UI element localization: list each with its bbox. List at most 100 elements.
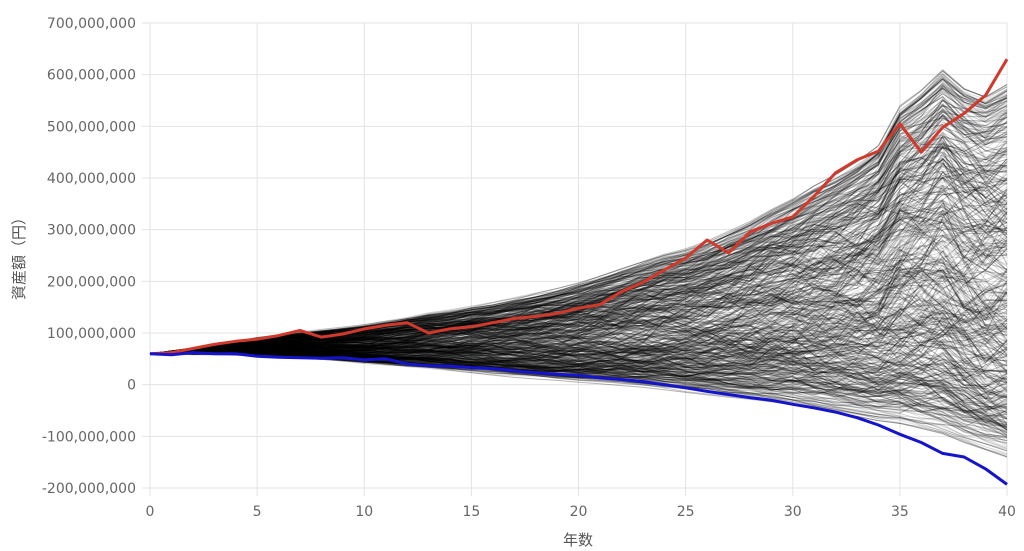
simulation-line xyxy=(149,320,1008,364)
simulation-line xyxy=(149,347,1008,419)
simulation-line xyxy=(149,350,1008,426)
x-tick-label: 25 xyxy=(677,504,695,520)
simulation-line xyxy=(149,346,1008,444)
simulation-line xyxy=(149,325,1008,397)
simulation-line xyxy=(149,349,1008,400)
simulation-line xyxy=(149,171,1008,355)
simulation-line xyxy=(149,117,1008,355)
simulation-line xyxy=(149,351,1008,457)
simulation-line xyxy=(149,297,1008,355)
simulation-line xyxy=(149,187,1008,355)
simulation-line xyxy=(149,345,1008,417)
simulation-line xyxy=(149,306,1008,373)
simulation-line xyxy=(149,105,1008,355)
simulation-line xyxy=(149,347,1008,428)
simulation-line xyxy=(149,278,1008,355)
simulation-line xyxy=(149,145,1008,355)
simulation-line xyxy=(149,350,1008,397)
simulation-line xyxy=(149,111,1008,355)
simulation-line xyxy=(149,75,1008,355)
simulation-line xyxy=(149,306,1008,368)
simulation-line xyxy=(149,350,1008,412)
simulation-line xyxy=(149,271,1008,377)
simulation-line xyxy=(149,315,1008,360)
simulation-line xyxy=(149,226,1008,355)
simulation-line xyxy=(149,99,1008,355)
simulation-line xyxy=(150,349,1008,404)
simulation-line xyxy=(149,161,1008,355)
simulation-line xyxy=(149,347,1008,412)
simulation-line xyxy=(149,294,1008,363)
simulation-line xyxy=(149,114,1008,355)
simulation-line xyxy=(149,84,1008,355)
simulation-line xyxy=(149,345,1008,429)
simulation-line xyxy=(149,258,1008,355)
simulation-line xyxy=(149,87,1008,355)
simulation-line xyxy=(149,240,1008,355)
simulation-line xyxy=(149,246,1008,355)
simulation-line xyxy=(150,347,1008,394)
simulation-line xyxy=(149,212,1008,355)
simulation-line xyxy=(150,205,1008,367)
simulation-line xyxy=(149,146,1008,355)
simulation-line xyxy=(149,332,1008,382)
simulation-line xyxy=(150,344,1008,425)
simulation-line xyxy=(149,325,1008,408)
simulation-line xyxy=(149,269,1008,355)
simulation-line xyxy=(149,292,1008,358)
simulation-line xyxy=(149,351,1008,409)
simulation-line xyxy=(149,191,1008,355)
simulation-line xyxy=(149,276,1008,355)
simulation-line xyxy=(149,342,1008,424)
x-tick-label: 15 xyxy=(462,504,480,520)
simulation-line xyxy=(149,205,1008,355)
simulation-line xyxy=(149,351,1008,438)
simulation-line xyxy=(149,87,1008,355)
simulation-line xyxy=(149,351,1008,395)
best-case-series-line xyxy=(149,58,1009,356)
simulation-line xyxy=(149,341,1008,415)
simulation-line xyxy=(149,80,1008,355)
simulation-line xyxy=(149,201,1008,355)
simulation-line xyxy=(149,296,1008,392)
simulation-line xyxy=(149,207,1008,355)
simulation-line xyxy=(149,346,1008,431)
simulation-line xyxy=(149,289,1008,358)
simulation-line xyxy=(149,239,1008,357)
simulation-line xyxy=(150,342,1008,387)
simulation-line xyxy=(149,332,1008,411)
simulation-line xyxy=(149,162,1008,358)
simulation-line xyxy=(149,108,1008,355)
simulation-line xyxy=(149,352,1008,445)
simulation-line xyxy=(149,206,1008,355)
simulation-line xyxy=(149,270,1008,370)
simulation-line xyxy=(149,118,1008,355)
simulation-line xyxy=(149,148,1008,355)
simulation-line xyxy=(149,253,1008,355)
simulation-line xyxy=(149,267,1008,355)
simulation-line xyxy=(149,319,1008,363)
simulation-line xyxy=(149,256,1008,357)
simulation-line xyxy=(149,216,1008,358)
simulation-line xyxy=(149,130,1008,355)
simulation-line xyxy=(149,249,1008,355)
simulation-line xyxy=(149,187,1008,355)
simulation-line xyxy=(149,104,1008,356)
simulation-line xyxy=(149,341,1008,408)
simulation-line xyxy=(149,323,1008,360)
simulation-line xyxy=(149,348,1008,389)
simulation-line xyxy=(149,277,1008,356)
simulation-line xyxy=(149,114,1008,355)
simulation-line xyxy=(150,277,1008,367)
simulation-line xyxy=(149,297,1008,384)
simulation-line xyxy=(149,343,1008,403)
simulation-line xyxy=(149,240,1008,355)
simulation-line xyxy=(149,203,1008,355)
simulation-line xyxy=(149,162,1008,355)
simulation-line xyxy=(149,351,1008,424)
simulation-line xyxy=(149,109,1008,355)
simulation-line xyxy=(149,178,1008,355)
simulation-line xyxy=(149,114,1008,355)
simulation-line xyxy=(149,224,1008,355)
simulation-line xyxy=(149,109,1008,355)
